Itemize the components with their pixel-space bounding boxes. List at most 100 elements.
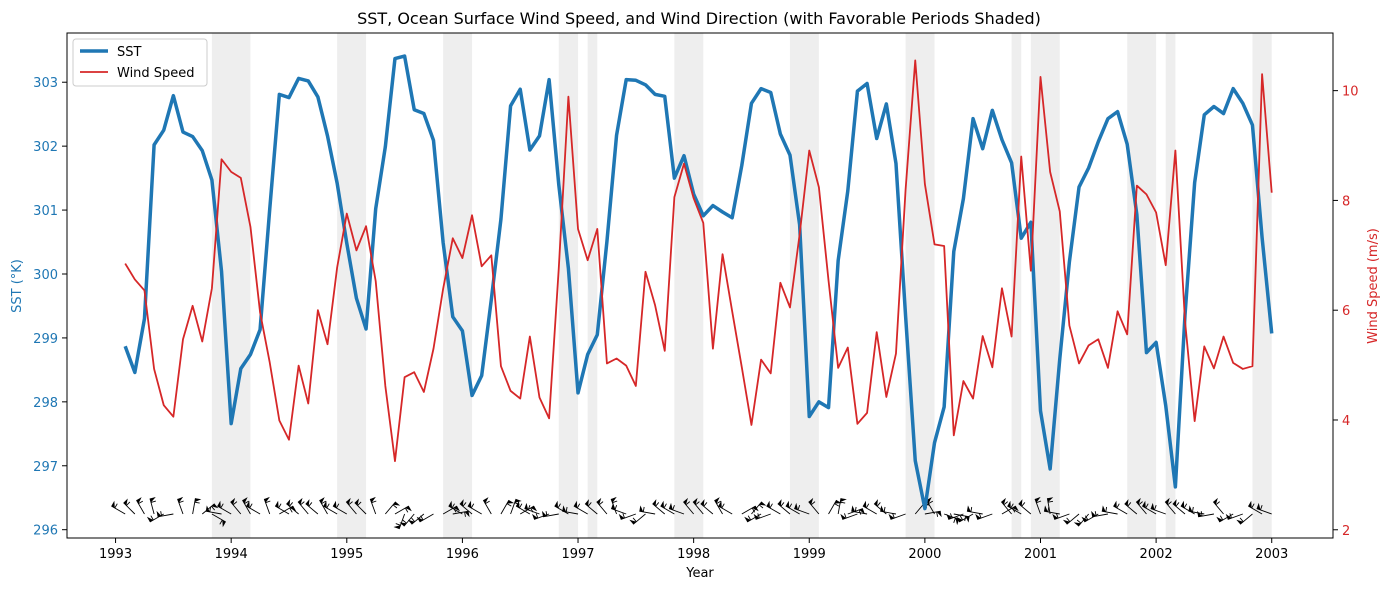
favorable-period-2: [443, 33, 463, 538]
y-right-tick-label-2: 2: [1342, 524, 1350, 539]
x-tick-label-2001: 2001: [1024, 547, 1057, 562]
favorable-period-13: [1252, 33, 1272, 538]
wind-barb-23: [332, 500, 348, 515]
y-axis-right: 2 4 6 8 10: [1333, 85, 1359, 539]
wind-barb-119: [1256, 502, 1272, 515]
favorable-period-12: [1165, 33, 1176, 538]
y-axis-left-label: SST (°K): [10, 259, 25, 313]
y-axis-right-label: Wind Speed (m/s): [1366, 228, 1381, 344]
wind-barb-62: [714, 497, 723, 515]
wind-barb-18: [286, 499, 299, 515]
x-tick-label-2000: 2000: [908, 547, 941, 562]
wind-barb-77: [851, 505, 868, 515]
y-left-tick-label-296: 296: [33, 524, 58, 539]
x-axis-label: Year: [685, 566, 714, 581]
wind-barb-103: [1101, 505, 1118, 515]
y-left-tick-label-298: 298: [33, 396, 58, 411]
wind-barb-65: [751, 501, 767, 515]
favorable-period-0: [211, 33, 251, 538]
wind-barb-8: [201, 503, 219, 515]
wind-barb-29: [393, 513, 406, 530]
y-left-tick-label-297: 297: [33, 460, 58, 475]
wind-barb-110: [1172, 499, 1186, 515]
favorable-period-7: [789, 33, 819, 538]
wind-barb-55: [639, 505, 656, 515]
wind-barb-69: [777, 499, 791, 515]
plot-frame: [66, 32, 1334, 539]
y-left-tick-label-300: 300: [33, 268, 58, 283]
wind-barb-97: [1043, 505, 1060, 515]
wind-barb-95: [1034, 496, 1042, 515]
wind-barb-116: [1225, 513, 1243, 520]
wind-barb-78: [862, 500, 877, 515]
wind-barb-59: [683, 497, 694, 515]
wind-barb-106: [1135, 497, 1147, 515]
wind-barb-83: [924, 510, 942, 518]
wind-barb-88: [956, 513, 974, 523]
wind-barb-114: [1212, 497, 1224, 515]
wind-barb-46: [554, 500, 569, 515]
wind-barb-109: [1164, 497, 1176, 515]
wind-barb-39: [500, 499, 515, 515]
wind-barb-72: [808, 497, 820, 515]
x-tick-label-1995: 1995: [330, 547, 363, 562]
wind-barb-11: [217, 500, 232, 515]
x-tick-label-1998: 1998: [677, 547, 710, 562]
wind-barb-57: [660, 500, 675, 515]
wind-barb-15: [263, 496, 271, 515]
y-left-tick-label-302: 302: [33, 140, 58, 155]
x-tick-label-1997: 1997: [561, 547, 594, 562]
wind-barb-87: [946, 513, 964, 520]
wind-barb-43: [524, 502, 540, 515]
y-right-tick-label-6: 6: [1342, 304, 1350, 319]
y-axis-left: 296 297 298 299 300 301 302 303: [33, 76, 67, 539]
wind-barb-56: [652, 499, 666, 515]
favorable-period-9: [1011, 33, 1022, 538]
y-left-tick-label-303: 303: [33, 76, 58, 91]
wind-barb-111: [1180, 500, 1195, 515]
sst-series-line: [123, 54, 1274, 511]
wind-barb-10: [205, 505, 222, 515]
wind-barb-2: [136, 497, 145, 515]
wind-barb-21: [319, 497, 328, 515]
wind-barb-102: [1091, 510, 1109, 518]
wind-barb-117: [1236, 513, 1253, 525]
favorable-period-1: [337, 33, 367, 538]
wind-barb-42: [515, 500, 531, 515]
favorable-period-5: [587, 33, 598, 538]
wind-barb-84: [926, 497, 935, 515]
wind-barb-52: [611, 502, 627, 515]
wind-barb-89: [966, 505, 983, 515]
wind-barb-63: [718, 500, 733, 515]
wind-barb-58: [668, 502, 685, 515]
wind-barb-71: [794, 502, 810, 515]
legend-sst-label: SST: [117, 45, 142, 60]
wind-barb-14: [245, 500, 261, 515]
wind-barb-45: [541, 510, 559, 518]
wind-barb-108: [1150, 502, 1166, 515]
wind-barb-20: [305, 499, 319, 515]
wind-barb-68: [766, 500, 781, 515]
wind-barb-67: [753, 513, 771, 520]
wind-barb-61: [700, 499, 714, 515]
wind-barb-3: [149, 496, 156, 515]
wind-barb-31: [407, 513, 425, 525]
wind-barb-74: [837, 498, 847, 515]
wind-barb-70: [785, 500, 800, 515]
x-tick-label-1994: 1994: [215, 547, 248, 562]
wind-barb-60: [692, 497, 704, 515]
favorable-period-3: [462, 33, 473, 538]
wind-barb-22: [323, 500, 338, 515]
wind-barb-107: [1142, 500, 1157, 515]
wind-barb-47: [562, 505, 579, 515]
wind-barb-19: [297, 497, 309, 515]
wind-barb-35: [448, 500, 463, 515]
wind-barb-80: [880, 505, 897, 515]
x-tick-label-1993: 1993: [99, 547, 132, 562]
wind-barb-32: [416, 513, 434, 523]
y-right-tick-label-8: 8: [1342, 194, 1350, 209]
wind-barb-9: [211, 513, 226, 528]
wind-barb-6: [177, 496, 184, 515]
y-left-tick-label-299: 299: [33, 332, 58, 347]
